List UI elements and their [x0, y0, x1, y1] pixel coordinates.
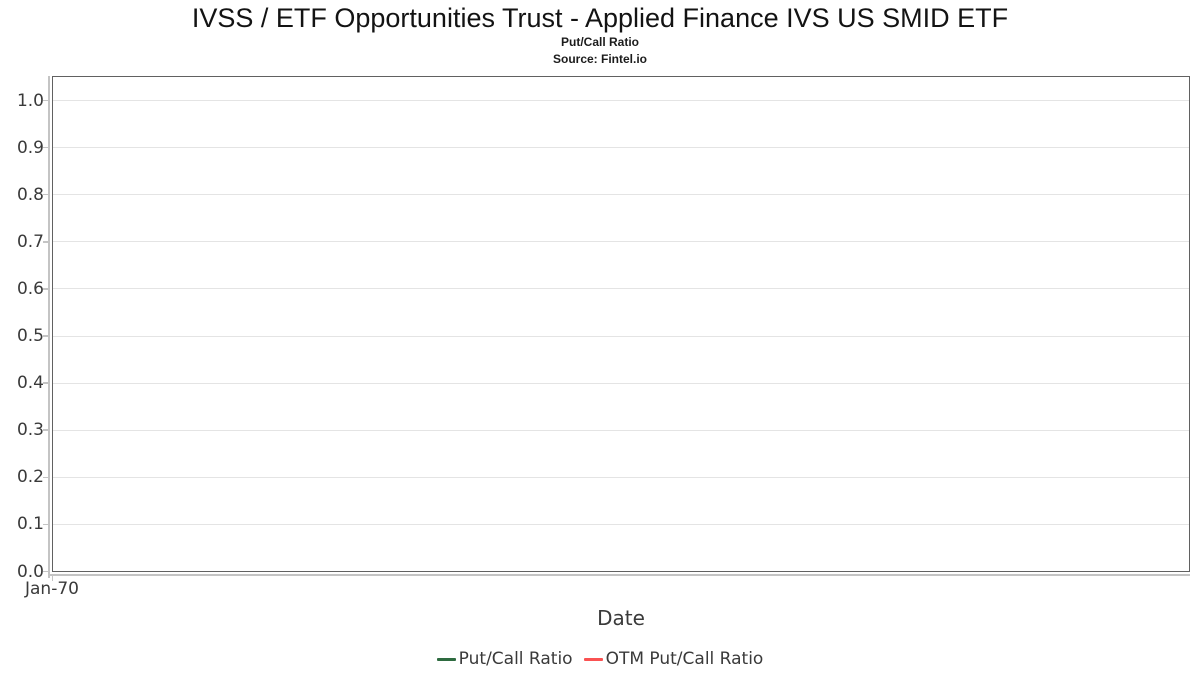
- y-tick-label: 0.8: [16, 184, 44, 205]
- y-tick-mark: [43, 476, 49, 479]
- y-tick-label: 0.1: [16, 514, 44, 535]
- gridline: [53, 571, 1189, 572]
- y-tick-label: 0.3: [16, 420, 44, 441]
- x-axis-line: [48, 574, 1190, 576]
- gridline: [53, 241, 1189, 243]
- legend-item-otm-put-call-ratio[interactable]: OTM Put/Call Ratio: [583, 649, 764, 669]
- gridline: [53, 288, 1189, 290]
- gridline: [53, 523, 1189, 525]
- x-tick-mark: [51, 576, 53, 581]
- y-tick-mark: [43, 523, 49, 526]
- y-tick-mark: [43, 570, 49, 573]
- gridline: [53, 100, 1189, 101]
- y-axis-line: [48, 76, 50, 578]
- y-tick-mark: [43, 429, 49, 431]
- chart-subtitle: Put/Call Ratio: [560, 35, 639, 49]
- y-tick-mark: [43, 241, 49, 243]
- legend-line-swatch: [436, 657, 456, 661]
- y-tick-label: 0.2: [16, 467, 44, 488]
- y-tick-mark: [43, 288, 49, 290]
- legend-label: Put/Call Ratio: [458, 649, 573, 669]
- y-tick-label: 0.6: [16, 278, 44, 299]
- y-tick-mark: [43, 382, 49, 384]
- y-tick-mark: [43, 99, 49, 102]
- gridline: [53, 429, 1189, 431]
- legend-item-put-call-ratio[interactable]: Put/Call Ratio: [436, 649, 573, 669]
- legend-line-swatch: [583, 657, 603, 661]
- gridline: [53, 147, 1189, 149]
- gridline: [53, 335, 1189, 337]
- y-tick-mark: [43, 193, 49, 196]
- chart-source: Source: Fintel.io: [552, 52, 647, 66]
- y-tick-mark: [43, 146, 49, 149]
- x-axis-title: Date: [597, 606, 645, 630]
- plot-area: [52, 76, 1190, 572]
- y-tick-label: 0.0: [16, 561, 44, 582]
- chart-title: IVSS / ETF Opportunities Trust - Applied…: [191, 3, 1009, 33]
- y-tick-mark: [43, 335, 49, 337]
- gridline: [53, 476, 1189, 478]
- y-tick-label: 0.7: [16, 231, 44, 252]
- legend: Put/Call Ratio OTM Put/Call Ratio: [0, 646, 1200, 672]
- x-tick-label: Jan-70: [25, 579, 79, 599]
- y-tick-label: 0.5: [16, 326, 44, 346]
- y-tick-label: 0.4: [16, 373, 44, 394]
- legend-label: OTM Put/Call Ratio: [605, 649, 764, 669]
- y-tick-label: 0.9: [16, 137, 44, 158]
- gridline: [53, 194, 1189, 196]
- gridline: [53, 382, 1189, 384]
- y-tick-label: 1.0: [16, 90, 44, 111]
